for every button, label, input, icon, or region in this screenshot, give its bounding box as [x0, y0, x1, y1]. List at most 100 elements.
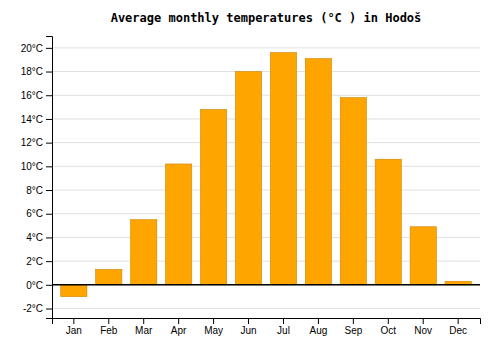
bar: [410, 227, 436, 285]
y-tick: -2°C: [23, 303, 52, 314]
grid-line: [52, 142, 480, 143]
x-tick: Aug: [310, 318, 328, 336]
y-tick-label: 12°C: [21, 137, 43, 148]
bar: [131, 220, 157, 285]
x-tick-mark: [458, 318, 459, 324]
y-tick: 6°C: [26, 208, 52, 219]
grid-line: [52, 308, 480, 309]
x-tick-mark: [143, 318, 144, 324]
x-tick: May: [204, 318, 223, 336]
x-tick: Mar: [135, 318, 153, 336]
y-tick: 16°C: [21, 90, 52, 101]
y-tick: 14°C: [21, 114, 52, 125]
bar: [61, 285, 87, 297]
x-tick-mark: [353, 318, 354, 324]
x-tick: Oct: [381, 318, 397, 336]
y-tick-mark: [46, 214, 52, 215]
x-tick-label: May: [204, 325, 223, 336]
x-tick-label: Feb: [100, 325, 118, 336]
plot: -2°C 0°C 2°C 4°C 6°C 8°C 10°C 12°C 14°C 16°C 18°C 2…: [21, 37, 481, 337]
bar: [166, 164, 192, 285]
y-tick-label: 20°C: [21, 43, 43, 54]
y-tick-label: 18°C: [21, 66, 43, 77]
y-tick-label: -2°C: [23, 303, 43, 314]
x-tick-label: Aug: [310, 325, 328, 336]
grid-line: [52, 190, 480, 191]
grid-line: [52, 118, 480, 119]
bar: [235, 72, 261, 285]
x-tick-mark: [248, 318, 249, 324]
x-tick: Apr: [171, 318, 187, 336]
grid-line: [52, 95, 480, 96]
grid-line: [52, 213, 480, 214]
x-axis: Jan Feb Mar Apr May Jun Jul Aug Sep Oct Nov Dec: [53, 318, 481, 336]
x-tick-label: Jun: [240, 325, 256, 336]
y-axis-line: [46, 37, 53, 319]
x-tick: Dec: [449, 318, 467, 336]
grid-line: [52, 71, 480, 72]
y-tick: 12°C: [21, 137, 52, 148]
y-tick-label: 14°C: [21, 114, 43, 125]
y-tick-mark: [46, 309, 52, 310]
x-tick-label: Apr: [171, 325, 187, 336]
chart: -2°C 0°C 2°C 4°C 6°C 8°C 10°C 12°C 14°C 16°C 18°C 2…: [0, 0, 500, 350]
bar: [200, 109, 226, 284]
x-tick-label: Mar: [135, 325, 153, 336]
y-tick-label: 2°C: [26, 256, 43, 267]
x-tick-mark: [388, 318, 389, 324]
x-tick: Sep: [344, 318, 362, 336]
x-tick: Jul: [277, 318, 290, 336]
y-tick-mark: [46, 190, 52, 191]
x-tick: Feb: [100, 318, 118, 336]
x-axis-line: [53, 319, 481, 325]
y-tick: 20°C: [21, 43, 52, 54]
y-tick-mark: [46, 95, 52, 96]
x-tick-label: Jan: [66, 325, 82, 336]
y-tick-label: 6°C: [26, 208, 43, 219]
x-tick-mark: [108, 318, 109, 324]
y-tick-label: 4°C: [26, 232, 43, 243]
y-tick-mark: [46, 48, 52, 49]
y-tick: 0°C: [26, 280, 52, 291]
x-tick-label: Nov: [414, 325, 432, 336]
x-tick-label: Oct: [381, 325, 397, 336]
grid-line: [52, 166, 480, 167]
bar: [96, 269, 122, 284]
x-tick-label: Sep: [344, 325, 362, 336]
bar: [270, 53, 296, 285]
x-tick-mark: [178, 318, 179, 324]
y-tick: 2°C: [26, 256, 52, 267]
grid-line: [52, 284, 480, 285]
title: Average monthly temperatures (°C ) in Ho…: [111, 11, 422, 25]
y-axis: -2°C 0°C 2°C 4°C 6°C 8°C 10°C 12°C 14°C 16°C 18°C 2…: [21, 37, 53, 319]
y-tick-mark: [46, 285, 52, 286]
y-tick-mark: [46, 143, 52, 144]
bars: [61, 53, 472, 297]
y-tick-mark: [46, 261, 52, 262]
x-tick: Nov: [414, 318, 432, 336]
y-tick-mark: [46, 72, 52, 73]
y-tick: 10°C: [21, 161, 52, 172]
baseline: [52, 284, 480, 286]
x-tick-mark: [283, 318, 284, 324]
y-tick: 4°C: [26, 232, 52, 243]
x-tick: Jan: [66, 318, 82, 336]
x-tick-mark: [318, 318, 319, 324]
x-tick-label: Jul: [277, 325, 290, 336]
y-tick-label: 0°C: [26, 280, 43, 291]
bar: [375, 159, 401, 285]
x-tick-mark: [213, 318, 214, 324]
y-tick-mark: [46, 119, 52, 120]
grid: [52, 48, 480, 309]
y-tick-label: 8°C: [26, 185, 43, 196]
y-tick-label: 16°C: [21, 90, 43, 101]
bar: [305, 59, 331, 285]
grid-line: [52, 47, 480, 48]
x-tick: Jun: [240, 318, 256, 336]
x-tick-mark: [73, 318, 74, 324]
y-tick: 8°C: [26, 185, 52, 196]
y-tick-label: 10°C: [21, 161, 43, 172]
bar: [340, 98, 366, 285]
y-tick: 18°C: [21, 66, 52, 77]
x-tick-mark: [423, 318, 424, 324]
